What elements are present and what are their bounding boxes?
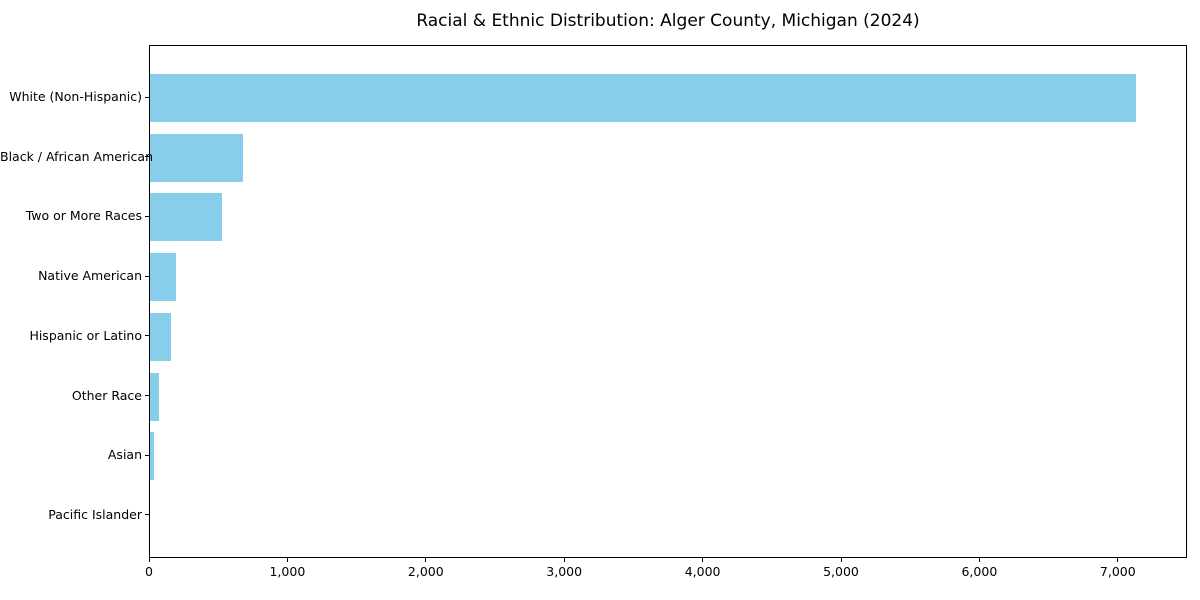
y-tick-label: Two or More Races bbox=[25, 208, 142, 224]
x-tick-label: 0 bbox=[145, 564, 153, 579]
y-tick-mark bbox=[145, 514, 149, 516]
chart-title: Racial & Ethnic Distribution: Alger Coun… bbox=[416, 11, 920, 31]
y-tick-label: Black / African American bbox=[0, 148, 154, 164]
y-tick-label: Hispanic or Latino bbox=[29, 327, 142, 343]
x-tick-mark bbox=[702, 558, 704, 562]
y-tick-label: Asian bbox=[107, 447, 142, 463]
bar-two-or-more-races bbox=[150, 193, 222, 242]
x-tick-mark bbox=[148, 558, 150, 562]
bar-white-non-hispanic bbox=[150, 74, 1136, 122]
x-tick-mark bbox=[978, 558, 980, 562]
y-tick-label: Pacific Islander bbox=[48, 506, 142, 522]
y-tick-mark bbox=[145, 275, 149, 277]
x-tick-label: 3,000 bbox=[546, 564, 583, 579]
bar-asian bbox=[150, 432, 155, 481]
x-tick-mark bbox=[840, 558, 842, 562]
x-tick-mark bbox=[286, 558, 288, 562]
y-tick-label: Native American bbox=[38, 268, 142, 284]
y-tick-mark bbox=[145, 335, 149, 337]
plot-area bbox=[149, 45, 1187, 558]
y-tick-mark bbox=[145, 215, 149, 217]
x-tick-mark bbox=[563, 558, 565, 562]
bar-native-american bbox=[150, 253, 177, 302]
x-tick-mark bbox=[1117, 558, 1119, 562]
bar-other-race bbox=[150, 372, 159, 421]
x-tick-label: 7,000 bbox=[1099, 564, 1136, 579]
x-tick-label: 1,000 bbox=[269, 564, 306, 579]
x-tick-label: 6,000 bbox=[961, 564, 998, 579]
bar-black-african-american bbox=[150, 133, 243, 182]
y-tick-label: White (Non-Hispanic) bbox=[9, 89, 142, 104]
x-tick-label: 4,000 bbox=[684, 564, 721, 579]
bar-hispanic-or-latino bbox=[150, 312, 172, 361]
y-tick-label: Other Race bbox=[71, 387, 142, 403]
y-tick-mark bbox=[145, 395, 149, 397]
y-tick-mark bbox=[145, 156, 149, 158]
y-tick-mark bbox=[145, 454, 149, 456]
y-tick-mark bbox=[145, 96, 149, 98]
x-tick-label: 5,000 bbox=[823, 564, 859, 579]
x-tick-label: 2,000 bbox=[407, 564, 444, 579]
x-tick-mark bbox=[425, 558, 427, 562]
